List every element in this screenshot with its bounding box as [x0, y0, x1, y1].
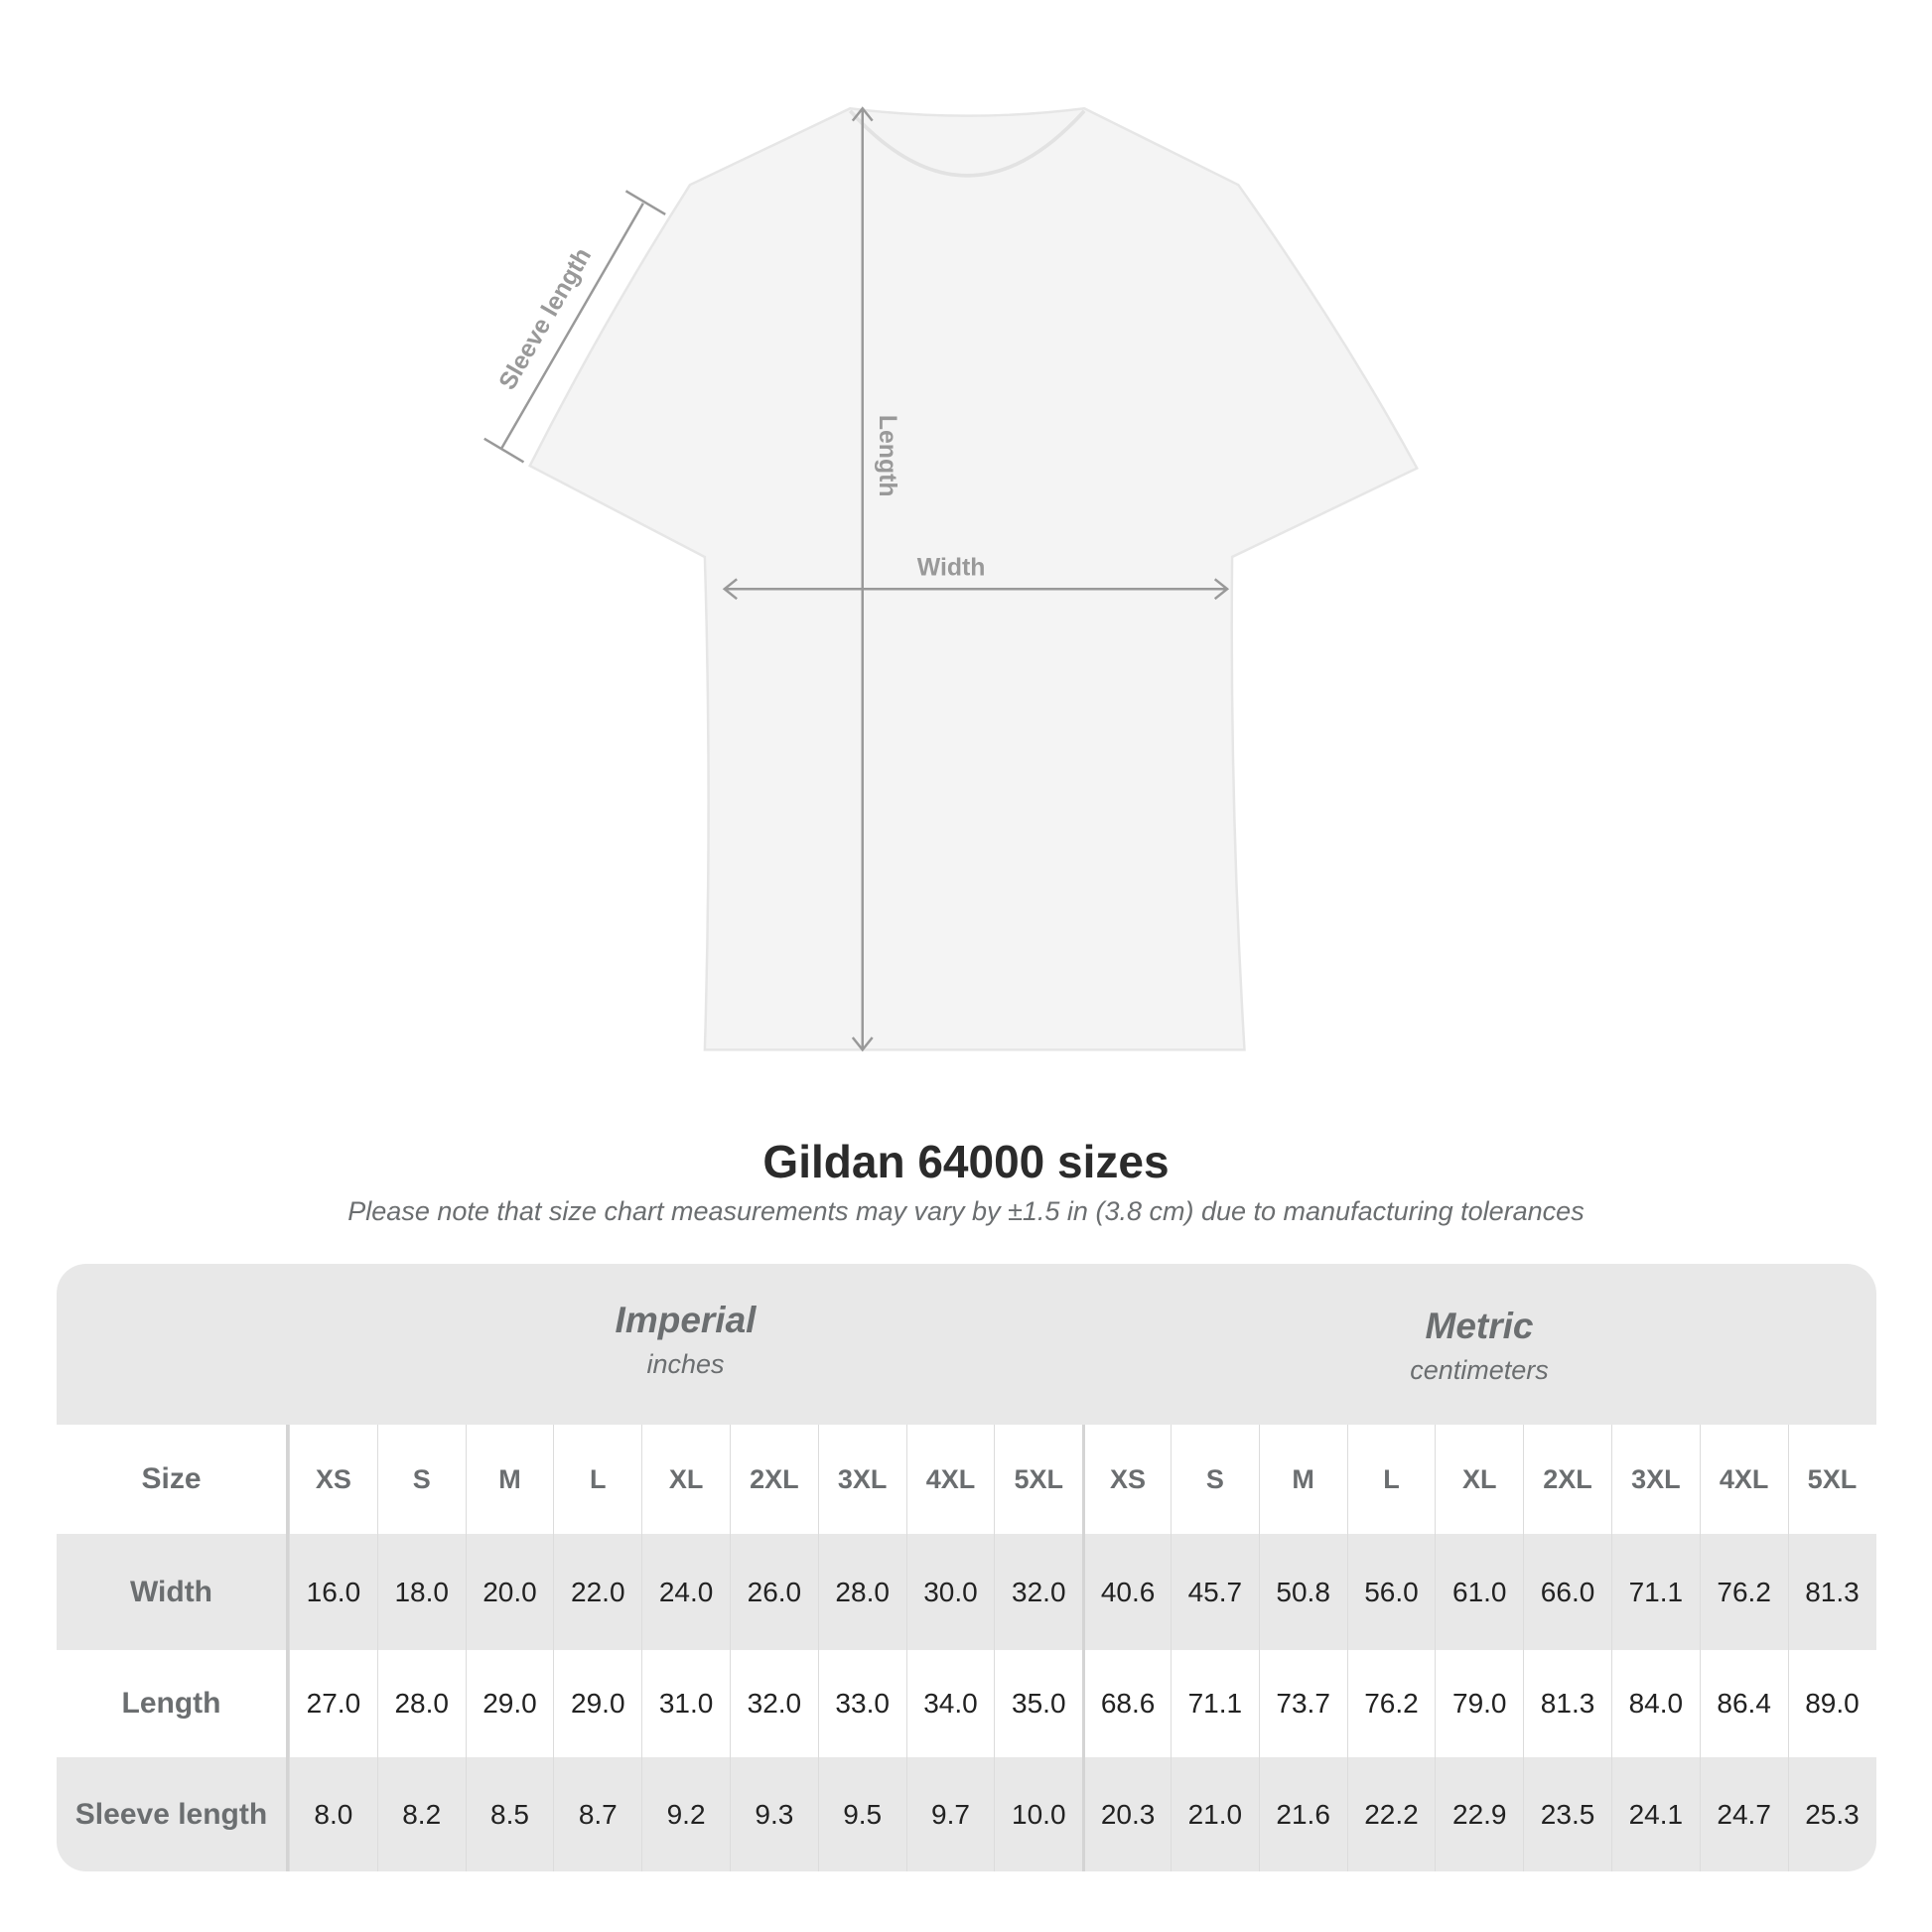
- value-cell-metric: 86.4: [1699, 1650, 1788, 1757]
- metric-unit: centimeters: [1410, 1355, 1549, 1385]
- value-cell-imperial: 8.7: [553, 1757, 641, 1871]
- size-header-imperial: L: [553, 1425, 641, 1534]
- value-cell-metric: 76.2: [1699, 1534, 1788, 1650]
- row-label: Sleeve length: [57, 1757, 289, 1871]
- size-header-metric: 4XL: [1699, 1425, 1788, 1534]
- size-header-imperial: 2XL: [729, 1425, 818, 1534]
- value-cell-imperial: 10.0: [994, 1757, 1082, 1871]
- tshirt-image: [527, 106, 1419, 1051]
- value-cell-metric: 23.5: [1523, 1757, 1611, 1871]
- value-cell-imperial: 9.2: [641, 1757, 730, 1871]
- value-cell-metric: 81.3: [1523, 1650, 1611, 1757]
- value-cell-metric: 68.6: [1082, 1650, 1171, 1757]
- value-cell-metric: 56.0: [1346, 1534, 1436, 1650]
- row-label: Width: [57, 1534, 289, 1650]
- metric-header: Metric centimeters: [1082, 1264, 1876, 1466]
- value-cell-metric: 79.0: [1435, 1650, 1523, 1757]
- value-cell-imperial: 16.0: [289, 1534, 377, 1650]
- value-cell-imperial: 9.3: [729, 1757, 818, 1871]
- sleeve-arrow: [500, 203, 644, 450]
- value-cell-imperial: 30.0: [905, 1534, 995, 1650]
- size-header-imperial: M: [465, 1425, 554, 1534]
- imperial-header: Imperial inches: [289, 1264, 1082, 1460]
- value-cell-imperial: 9.5: [817, 1757, 906, 1871]
- size-header-metric: 3XL: [1610, 1425, 1700, 1534]
- size-header-metric: S: [1170, 1425, 1259, 1534]
- value-cell-imperial: 26.0: [729, 1534, 818, 1650]
- value-cell-metric: 89.0: [1787, 1650, 1876, 1757]
- value-cell-metric: 21.0: [1170, 1757, 1259, 1871]
- value-cell-imperial: 18.0: [376, 1534, 466, 1650]
- imperial-unit: inches: [646, 1349, 725, 1379]
- value-cell-metric: 21.6: [1258, 1757, 1347, 1871]
- value-cell-imperial: 29.0: [465, 1650, 554, 1757]
- size-label: Size: [57, 1425, 289, 1534]
- value-cell-metric: 81.3: [1787, 1534, 1876, 1650]
- size-header-imperial: 5XL: [994, 1425, 1082, 1534]
- value-cell-imperial: 31.0: [641, 1650, 730, 1757]
- metric-label: Metric: [1425, 1306, 1534, 1346]
- size-header-metric: 5XL: [1787, 1425, 1876, 1534]
- value-cell-metric: 71.1: [1170, 1650, 1259, 1757]
- size-header-metric: L: [1346, 1425, 1436, 1534]
- value-cell-metric: 66.0: [1523, 1534, 1611, 1650]
- value-cell-metric: 76.2: [1346, 1650, 1436, 1757]
- imperial-label: Imperial: [615, 1300, 757, 1340]
- size-header-imperial: 3XL: [817, 1425, 906, 1534]
- value-cell-metric: 25.3: [1787, 1757, 1876, 1871]
- tolerance-note: Please note that size chart measurements…: [347, 1196, 1585, 1226]
- value-cell-metric: 84.0: [1610, 1650, 1700, 1757]
- size-row: Size XS S M L XL 2XL 3XL 4XL 5XL XS S M L XL 2XL 3XL 4XL…: [57, 1425, 1876, 1534]
- value-cell-metric: 45.7: [1170, 1534, 1259, 1650]
- value-cell-metric: 22.9: [1435, 1757, 1523, 1871]
- value-cell-imperial: 22.0: [553, 1534, 641, 1650]
- value-cell-imperial: 32.0: [729, 1650, 818, 1757]
- value-cell-metric: 22.2: [1346, 1757, 1436, 1871]
- size-header-imperial: S: [376, 1425, 466, 1534]
- size-header-imperial: 4XL: [905, 1425, 995, 1534]
- value-cell-imperial: 29.0: [553, 1650, 641, 1757]
- size-header-metric: M: [1258, 1425, 1347, 1534]
- value-cell-imperial: 28.0: [376, 1650, 466, 1757]
- value-cell-imperial: 8.5: [465, 1757, 554, 1871]
- size-header-metric: XL: [1435, 1425, 1523, 1534]
- table-row: Width 16.0 18.0 20.0 22.0 24.0 26.0 28.0 30.0 32.…: [57, 1534, 1876, 1650]
- value-cell-imperial: 27.0: [289, 1650, 377, 1757]
- value-cell-imperial: 8.0: [289, 1757, 377, 1871]
- row-label: Length: [57, 1650, 289, 1757]
- value-cell-imperial: 32.0: [994, 1534, 1082, 1650]
- value-cell-metric: 61.0: [1435, 1534, 1523, 1650]
- value-cell-imperial: 28.0: [817, 1534, 906, 1650]
- page-title: Gildan 64000 sizes: [762, 1136, 1170, 1187]
- width-label: Width: [917, 555, 986, 582]
- value-cell-imperial: 34.0: [905, 1650, 995, 1757]
- value-cell-imperial: 24.0: [641, 1534, 730, 1650]
- value-cell-metric: 40.6: [1082, 1534, 1171, 1650]
- size-header-metric: 2XL: [1523, 1425, 1611, 1534]
- value-cell-metric: 73.7: [1258, 1650, 1347, 1757]
- value-cell-metric: 24.1: [1610, 1757, 1700, 1871]
- size-table: Imperial inches Metric centimeters Size …: [57, 1264, 1876, 1871]
- value-cell-imperial: 33.0: [817, 1650, 906, 1757]
- value-cell-imperial: 35.0: [994, 1650, 1082, 1757]
- value-cell-metric: 71.1: [1610, 1534, 1700, 1650]
- value-cell-metric: 20.3: [1082, 1757, 1171, 1871]
- length-label: Length: [874, 415, 900, 497]
- table-row: Length 27.0 28.0 29.0 29.0 31.0 32.0 33.0 34.0 35…: [57, 1650, 1876, 1757]
- table-row: Sleeve length 8.0 8.2 8.5 8.7 9.2 9.3 9.5 9.7 10.…: [57, 1757, 1876, 1871]
- value-cell-imperial: 8.2: [376, 1757, 466, 1871]
- size-header-metric: XS: [1082, 1425, 1171, 1534]
- value-cell-imperial: 20.0: [465, 1534, 554, 1650]
- size-header-imperial: XL: [641, 1425, 730, 1534]
- value-cell-imperial: 9.7: [905, 1757, 995, 1871]
- value-cell-metric: 50.8: [1258, 1534, 1347, 1650]
- size-header-imperial: XS: [289, 1425, 377, 1534]
- value-cell-metric: 24.7: [1699, 1757, 1788, 1871]
